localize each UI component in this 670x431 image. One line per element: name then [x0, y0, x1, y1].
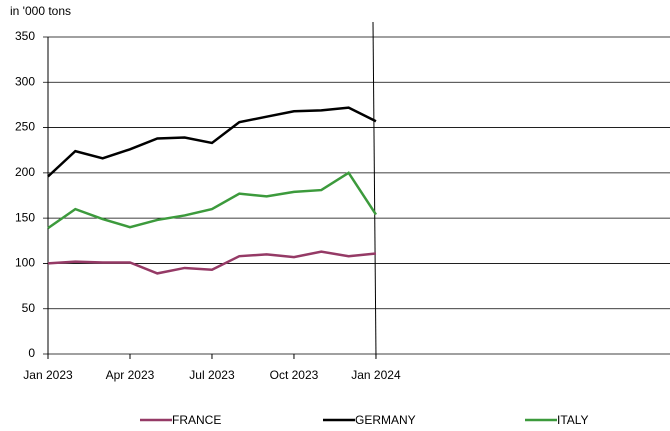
- y-tick-label: 250: [15, 120, 35, 134]
- legend-label: ITALY: [557, 413, 589, 427]
- y-axis-label: in '000 tons: [10, 4, 71, 18]
- y-tick-label: 0: [28, 346, 35, 360]
- marker-line: [372, 21, 377, 359]
- x-tick-label: Jan 2023: [23, 368, 73, 382]
- x-tick-label: Oct 2023: [270, 368, 319, 382]
- x-tick-label: Jan 2024: [351, 368, 401, 382]
- x-tick-label: Jul 2023: [189, 368, 235, 382]
- y-tick-label: 50: [22, 301, 36, 315]
- legend-label: FRANCE: [172, 413, 221, 427]
- y-tick-label: 200: [15, 165, 35, 179]
- series-line: [47, 250, 377, 275]
- x-tick-label: Apr 2023: [106, 368, 155, 382]
- y-tick-label: 150: [15, 210, 35, 224]
- series-line: [47, 106, 377, 178]
- legend-label: GERMANY: [355, 413, 416, 427]
- series-line: [47, 171, 378, 230]
- y-tick-label: 300: [15, 74, 35, 88]
- y-tick-label: 350: [15, 29, 35, 43]
- y-tick-label: 100: [15, 256, 35, 270]
